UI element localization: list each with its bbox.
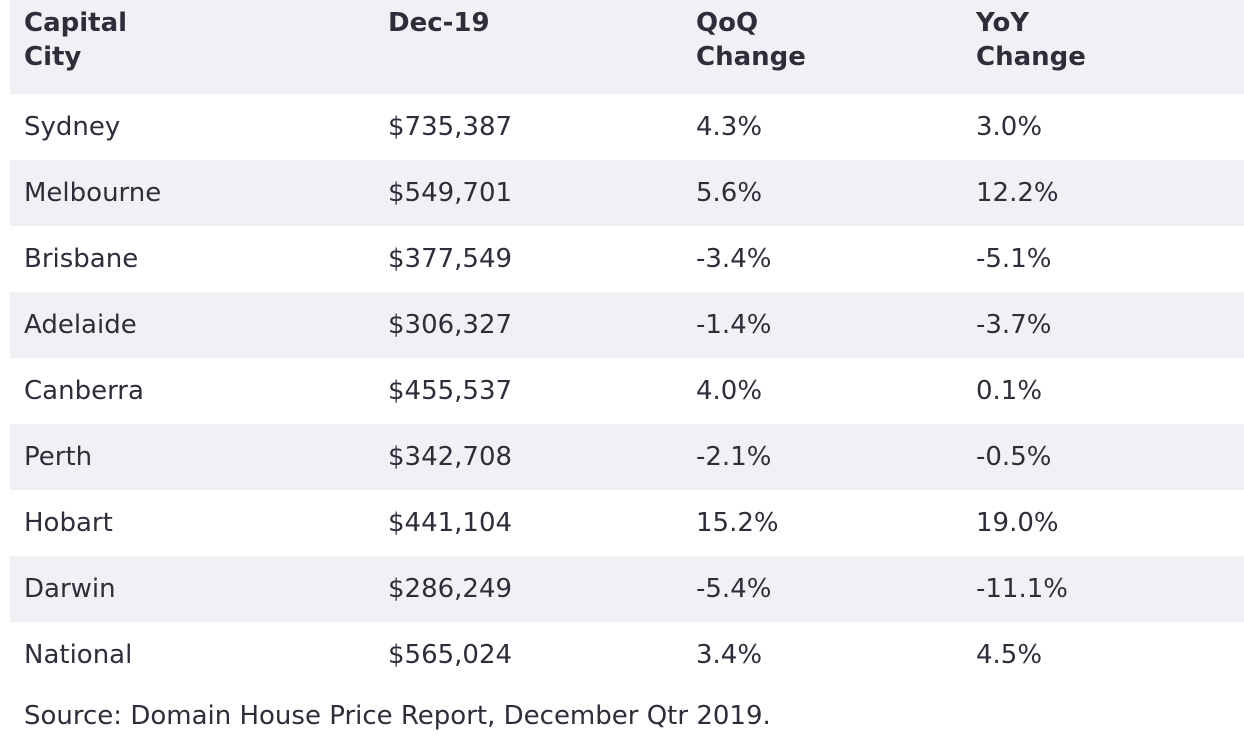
table-cell: Canberra: [24, 376, 144, 406]
header-cell: Capital City: [10, 0, 374, 94]
table-cell: $735,387: [388, 112, 513, 142]
table-row: Perth $342,708 -2.1% -0.5%: [10, 424, 1244, 490]
header-cell: QoQ Change: [682, 0, 962, 94]
table-cell: -11.1%: [962, 556, 1244, 622]
table-cell: 4.0%: [696, 376, 763, 406]
table-cell: -1.4%: [682, 292, 962, 358]
header-text: Dec-19: [388, 8, 490, 38]
table-cell: -2.1%: [682, 424, 962, 490]
table-cell: 3.4%: [696, 640, 763, 670]
table-cell: National: [24, 640, 133, 670]
header-row: Capital City Dec-19 QoQ Change YoY Change: [10, 0, 1244, 94]
table-header: Capital City Dec-19 QoQ Change YoY Change: [10, 0, 1244, 94]
table-row: Canberra $455,537 4.0% 0.1%: [10, 358, 1244, 424]
table-row: Darwin $286,249 -5.4% -11.1%: [10, 556, 1244, 622]
table-cell: -3.7%: [962, 292, 1244, 358]
table-cell: Hobart: [24, 508, 113, 538]
table-row: Hobart $441,104 15.2% 19.0%: [10, 490, 1244, 556]
price-table: Capital City Dec-19 QoQ Change YoY Change S…: [10, 0, 1244, 688]
table-cell: 0.1%: [976, 376, 1043, 406]
table-cell: $549,701: [374, 160, 682, 226]
table-cell: 12.2%: [962, 160, 1244, 226]
header-text: YoY Change: [976, 8, 1086, 72]
table-cell: 3.0%: [976, 112, 1043, 142]
table-row: Brisbane $377,549 -3.4% -5.1%: [10, 226, 1244, 292]
table-cell: Melbourne: [10, 160, 374, 226]
table-cell: 19.0%: [976, 508, 1059, 538]
table-cell: -0.5%: [962, 424, 1244, 490]
table-cell: $286,249: [374, 556, 682, 622]
table-cell: Brisbane: [24, 244, 139, 274]
source-note: Source: Domain House Price Report, Decem…: [24, 701, 771, 731]
table-row: Melbourne $549,701 5.6% 12.2%: [10, 160, 1244, 226]
table-row: Sydney $735,387 4.3% 3.0%: [10, 94, 1244, 160]
table-cell: 15.2%: [696, 508, 779, 538]
table-cell: Adelaide: [10, 292, 374, 358]
table-cell: 5.6%: [682, 160, 962, 226]
table-cell: Darwin: [10, 556, 374, 622]
table-cell: Sydney: [24, 112, 121, 142]
table-cell: -5.1%: [976, 244, 1052, 274]
header-text: QoQ Change: [696, 8, 806, 72]
table-row: National $565,024 3.4% 4.5%: [10, 622, 1244, 688]
table-cell: 4.3%: [696, 112, 763, 142]
table-row: Adelaide $306,327 -1.4% -3.7%: [10, 292, 1244, 358]
table-cell: $565,024: [388, 640, 513, 670]
table-cell: Perth: [10, 424, 374, 490]
table-cell: -5.4%: [682, 556, 962, 622]
table-cell: $342,708: [374, 424, 682, 490]
header-text: Capital City: [24, 8, 128, 72]
table-cell: 4.5%: [976, 640, 1043, 670]
header-cell: Dec-19: [374, 0, 682, 94]
table-cell: -3.4%: [696, 244, 772, 274]
table-cell: $455,537: [388, 376, 513, 406]
table-cell: $377,549: [388, 244, 513, 274]
header-cell: YoY Change: [962, 0, 1244, 94]
table-cell: $306,327: [374, 292, 682, 358]
table-cell: $441,104: [388, 508, 513, 538]
table-body: Sydney $735,387 4.3% 3.0% Melbourne $549,701 5…: [10, 94, 1244, 688]
